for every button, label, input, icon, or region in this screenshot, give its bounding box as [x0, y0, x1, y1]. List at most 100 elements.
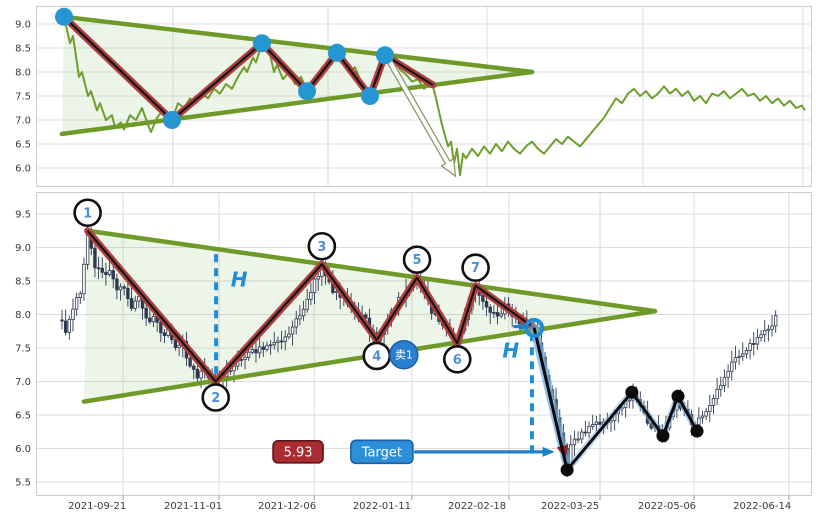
price-target-badge: 5.93 [272, 440, 324, 464]
y-tick-label: 8.5 [15, 277, 31, 288]
candle-body [309, 292, 313, 300]
pivot-circle-outline [307, 231, 337, 261]
candle-body [63, 320, 68, 333]
candle-body [122, 286, 126, 289]
pivot-circle-2: 2 [201, 383, 231, 412]
y-tick-label: 9.0 [15, 20, 31, 31]
candle-body [733, 357, 738, 363]
y-tick-label: 7.5 [15, 92, 31, 103]
y-tick-label: 7.5 [15, 344, 31, 355]
h-label: H [502, 338, 519, 362]
candle-body [704, 411, 708, 417]
candle-body [722, 376, 727, 386]
candle-body [719, 384, 723, 390]
y-tick-label: 9.0 [15, 243, 31, 254]
x-tick-label: 2021-11-01 [164, 501, 222, 512]
candle-body [312, 278, 317, 293]
candle-body [492, 312, 496, 314]
y-tick-label: 8.0 [15, 68, 31, 79]
candle-body [298, 315, 302, 320]
x-tick-label: 2022-01-11 [353, 501, 411, 512]
pivot-circle-7: 7 [461, 253, 490, 282]
y-tick-label: 6.5 [15, 411, 31, 422]
x-tick-label: 2022-02-18 [448, 501, 506, 512]
bottom-panel: 9.5 9.0 8.5 8.0 7.5 7.0 6.5 6.0 5.5 2021-09-21 202… [15, 192, 812, 512]
swing-dot [560, 463, 574, 477]
pivot-circle-6: 6 [442, 345, 472, 374]
candle-body [715, 388, 719, 399]
candle-body [107, 270, 112, 275]
price-target-badge-label: 5.93 [284, 445, 313, 460]
pivot-dot [361, 87, 379, 105]
candle-body [770, 325, 774, 330]
candle-body [741, 353, 745, 357]
trendline-lower [59, 69, 535, 137]
candle-body [488, 306, 492, 313]
y-tick-label: 8.5 [15, 44, 31, 55]
candle-body [364, 314, 368, 319]
candle-body [151, 315, 156, 323]
top-content [55, 7, 806, 178]
y-tick-label: 7.0 [15, 377, 31, 388]
pivot-circle-outline [73, 198, 102, 228]
candle-body [591, 424, 595, 427]
candle-body [93, 247, 97, 269]
candle-body [499, 313, 503, 317]
pivot-circle-outline [201, 383, 231, 412]
pivot-circle-4: 4 [362, 341, 392, 371]
candle-body [67, 319, 72, 333]
pivot-circle-outline [442, 345, 472, 374]
candle-body [100, 267, 104, 273]
candle-body [111, 270, 115, 280]
candle-body [257, 346, 262, 354]
candle-body [85, 233, 90, 265]
candle-body [162, 332, 167, 336]
candle-body [144, 307, 148, 319]
candle-body [60, 319, 64, 322]
candle-body [133, 300, 137, 309]
pivot-circle-5: 5 [402, 245, 432, 274]
pivot-dot [253, 34, 271, 53]
candle-body [239, 359, 244, 361]
pivot-circle-outline [402, 245, 432, 274]
x-tick-label: 2022-05-06 [638, 501, 696, 512]
candle-body [118, 286, 123, 291]
breakout-arrow-head [519, 322, 529, 331]
candle-body [708, 405, 712, 412]
candle-body [301, 308, 306, 317]
candle-body [759, 334, 763, 338]
target-arrow-head [542, 446, 555, 457]
pivot-dot [55, 7, 73, 26]
candle-body [576, 438, 580, 441]
candle-body [71, 308, 75, 320]
candle-body [272, 342, 276, 346]
top-panel: 9.0 8.5 8.0 7.5 7.0 6.5 6.0 [15, 6, 812, 187]
candle-body [598, 421, 602, 425]
candle-body [82, 263, 86, 295]
pivot-dot [328, 43, 346, 62]
sell-badge-circle [389, 339, 419, 370]
candle-body [484, 300, 489, 308]
candle-body [583, 431, 588, 434]
candle-body [129, 298, 134, 309]
candle-body [250, 349, 255, 353]
y-tick-label: 7.0 [15, 116, 31, 127]
candle-body [766, 328, 771, 331]
pivot-dot [376, 46, 394, 65]
candle-body [246, 351, 251, 358]
candle-body [774, 315, 778, 327]
candle-body [755, 337, 760, 345]
candle-body [159, 321, 163, 334]
candle-body [126, 287, 130, 299]
candle-body [587, 425, 591, 434]
target-badge-box [350, 439, 414, 465]
candle-body [188, 357, 192, 367]
target-badge-label: Target [361, 445, 402, 460]
pivot-number: 1 [83, 206, 92, 221]
candle-body [74, 297, 79, 310]
pivot-number: 3 [317, 240, 326, 255]
pivot-number: 6 [453, 353, 462, 368]
candle-body [481, 294, 485, 302]
